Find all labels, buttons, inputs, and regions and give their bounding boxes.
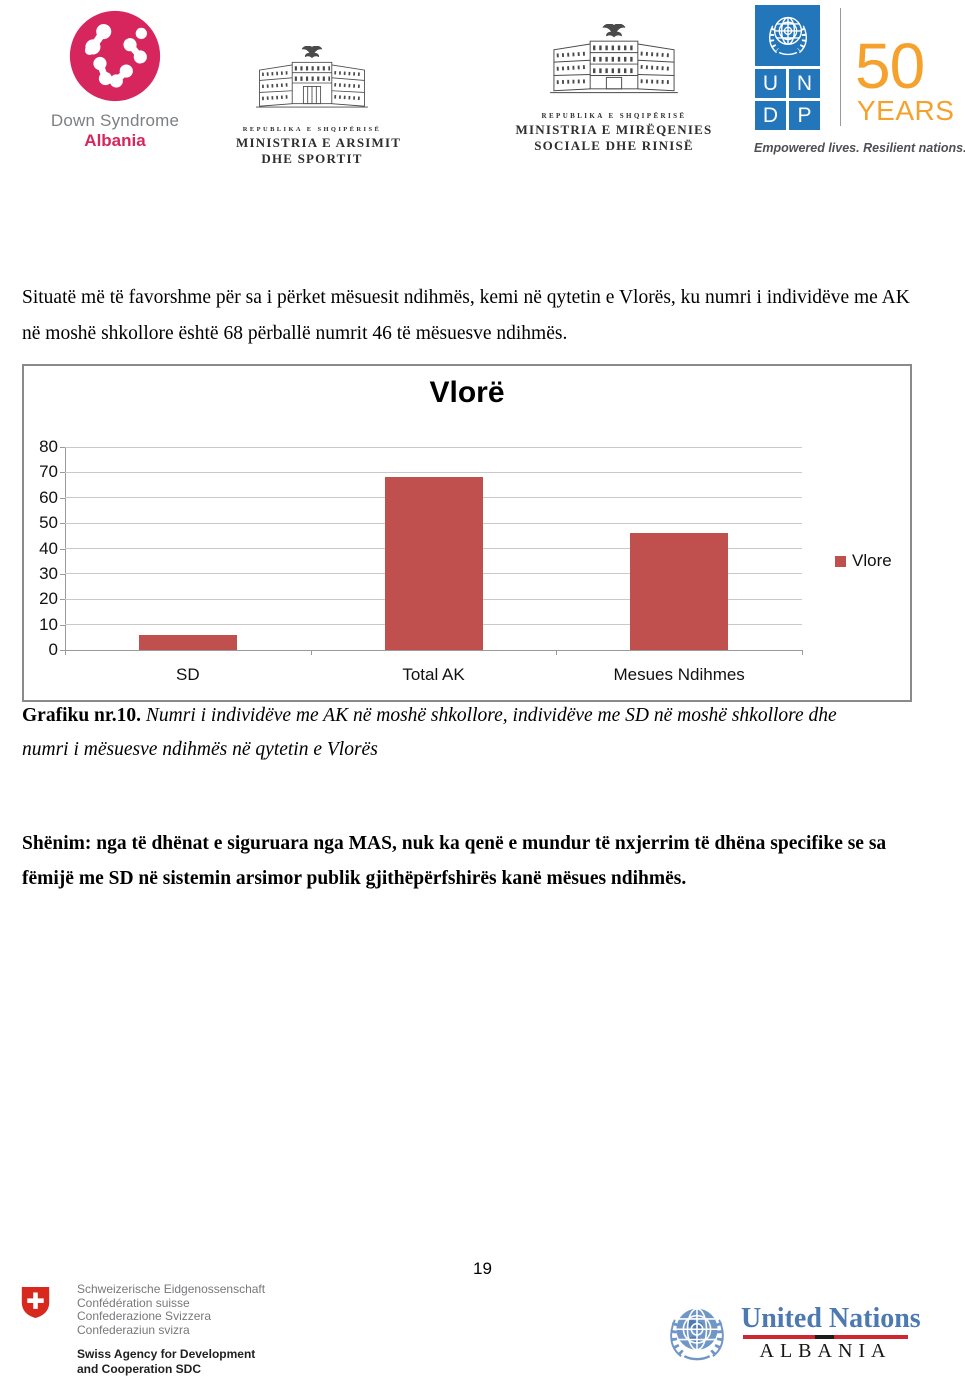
chart-y-tick xyxy=(60,573,65,575)
chart-title: Vlorë xyxy=(429,376,505,409)
sdc-line-rm: Confederaziun svizra xyxy=(77,1322,190,1337)
undp-separator-line xyxy=(840,8,841,126)
chart-y-tick xyxy=(60,599,65,601)
swiss-sdc-logo: Schweizerische Eidgenossenschaft Confédé… xyxy=(20,1282,350,1377)
chart-y-tick xyxy=(60,497,65,499)
chart-y-tick xyxy=(60,523,65,525)
dsa-name-line2: Albania xyxy=(84,131,146,150)
united-nations-albania-logo: United Nations ALBANIA xyxy=(653,1293,933,1375)
undp-letter-p: P xyxy=(789,101,820,130)
ministry-social-welfare-logo: REPUBLIKA E SHQIPËRISË MINISTRIA E MIRËQ… xyxy=(505,23,723,154)
undp-50-years-logo: U N D P 50 YEARS Empowered lives. Resili… xyxy=(752,4,965,162)
sdc-line-de: Schweizerische Eidgenossenschaft xyxy=(77,1282,266,1296)
chart-caption: Grafiku nr.10. Numri i individëve me AK … xyxy=(22,699,884,767)
undp-letter-d: D xyxy=(755,101,786,130)
body-paragraph: Situatë më të favorshme për sa i përket … xyxy=(22,287,910,345)
mas-name-line1: MINISTRIA E ARSIMIT xyxy=(236,135,402,150)
ministry-education-logo: REPUBLIKA E SHQIPËRISË MINISTRIA E ARSIM… xyxy=(236,45,402,167)
un-line-black-segment xyxy=(815,1335,834,1339)
chart-gridline xyxy=(65,446,802,448)
un-globe-icon xyxy=(659,1298,735,1375)
chart-category-label: Total AK xyxy=(402,665,465,684)
chart-y-tick xyxy=(60,472,65,474)
sdc-agency-line2: and Cooperation SDC xyxy=(77,1362,202,1376)
chart-x-tick xyxy=(65,650,66,655)
note-paragraph: Shënim: nga të dhënat e siguruara nga MA… xyxy=(22,833,887,890)
chart-y-tick-label: 10 xyxy=(39,614,58,634)
chart-legend: Vlore xyxy=(835,551,892,571)
undp-50-number: 50 xyxy=(855,30,925,102)
bar-chart: Vlorë Vlore 0 10 20 30 40 50 60 70 80 SD Total AK M… xyxy=(22,364,912,702)
chart-bar xyxy=(630,533,729,650)
chart-y-tick xyxy=(60,624,65,626)
un-albania-text: ALBANIA xyxy=(759,1340,892,1362)
chart-x-tick xyxy=(556,650,558,655)
ministry-education-building-icon xyxy=(256,45,368,108)
swiss-shield-icon xyxy=(20,1286,51,1324)
chart-x-axis-line xyxy=(65,650,802,651)
ministry-social-welfare-building-icon xyxy=(550,23,678,94)
chart-gridline xyxy=(65,471,802,473)
mmsr-name-line2: SOCIALE DHE RINISË xyxy=(534,138,694,153)
un-red-line xyxy=(743,1335,908,1339)
chart-y-tick xyxy=(60,548,65,550)
legend-swatch-icon xyxy=(835,555,846,567)
down-syndrome-albania-logo: Down Syndrome Albania xyxy=(45,8,185,151)
dsa-name-line1: Down Syndrome xyxy=(50,111,180,130)
caption-label: Grafiku nr.10. xyxy=(22,705,142,726)
caption-text: Numri i individëve me AK në moshë shkoll… xyxy=(22,705,837,761)
chart-y-tick-label: 60 xyxy=(39,487,58,507)
chart-bar xyxy=(138,634,237,650)
chart-category-label: Mesues Ndihmes xyxy=(613,665,745,684)
chart-y-tick-label: 20 xyxy=(39,589,58,609)
chart-y-tick-label: 30 xyxy=(39,563,58,583)
chart-y-tick-label: 50 xyxy=(39,513,58,533)
chart-x-tick xyxy=(802,650,803,655)
mas-name-line2: DHE SPORTIT xyxy=(261,151,363,166)
mas-republic-line: REPUBLIKA E SHQIPËRISË xyxy=(242,126,382,133)
un-name-text: United Nations xyxy=(741,1303,921,1334)
chart-y-tick-label: 80 xyxy=(39,437,58,456)
chart-y-tick xyxy=(60,447,65,448)
chart-y-tick-label: 0 xyxy=(48,640,58,659)
undp-tagline: Empowered lives. Resilient nations. xyxy=(754,141,965,155)
chart-bar xyxy=(384,477,483,650)
undp-letter-u: U xyxy=(755,69,786,98)
sdc-line-it: Confederazione Svizzera xyxy=(77,1309,212,1323)
chart-category-label: SD xyxy=(176,665,200,684)
chart-y-tick-label: 40 xyxy=(39,538,58,558)
sdc-line-fr: Confédération suisse xyxy=(77,1295,190,1310)
undp-letter-n: N xyxy=(789,69,820,98)
page-number: 19 xyxy=(473,1259,492,1278)
undp-un-emblem-icon xyxy=(755,5,820,66)
mmsr-republic-line: REPUBLIKA E SHQIPËRISË xyxy=(541,112,687,120)
mmsr-name-line1: MINISTRIA E MIRËQENIES xyxy=(515,122,713,137)
sdc-agency-line1: Swiss Agency for Development xyxy=(77,1347,256,1361)
chart-x-tick xyxy=(310,650,312,655)
legend-label: Vlore xyxy=(852,551,892,570)
chart-y-tick-label: 70 xyxy=(39,462,58,482)
chart-y-tick xyxy=(60,650,65,651)
down-syndrome-albania-icon xyxy=(69,10,161,102)
undp-years-word: YEARS xyxy=(857,95,955,126)
